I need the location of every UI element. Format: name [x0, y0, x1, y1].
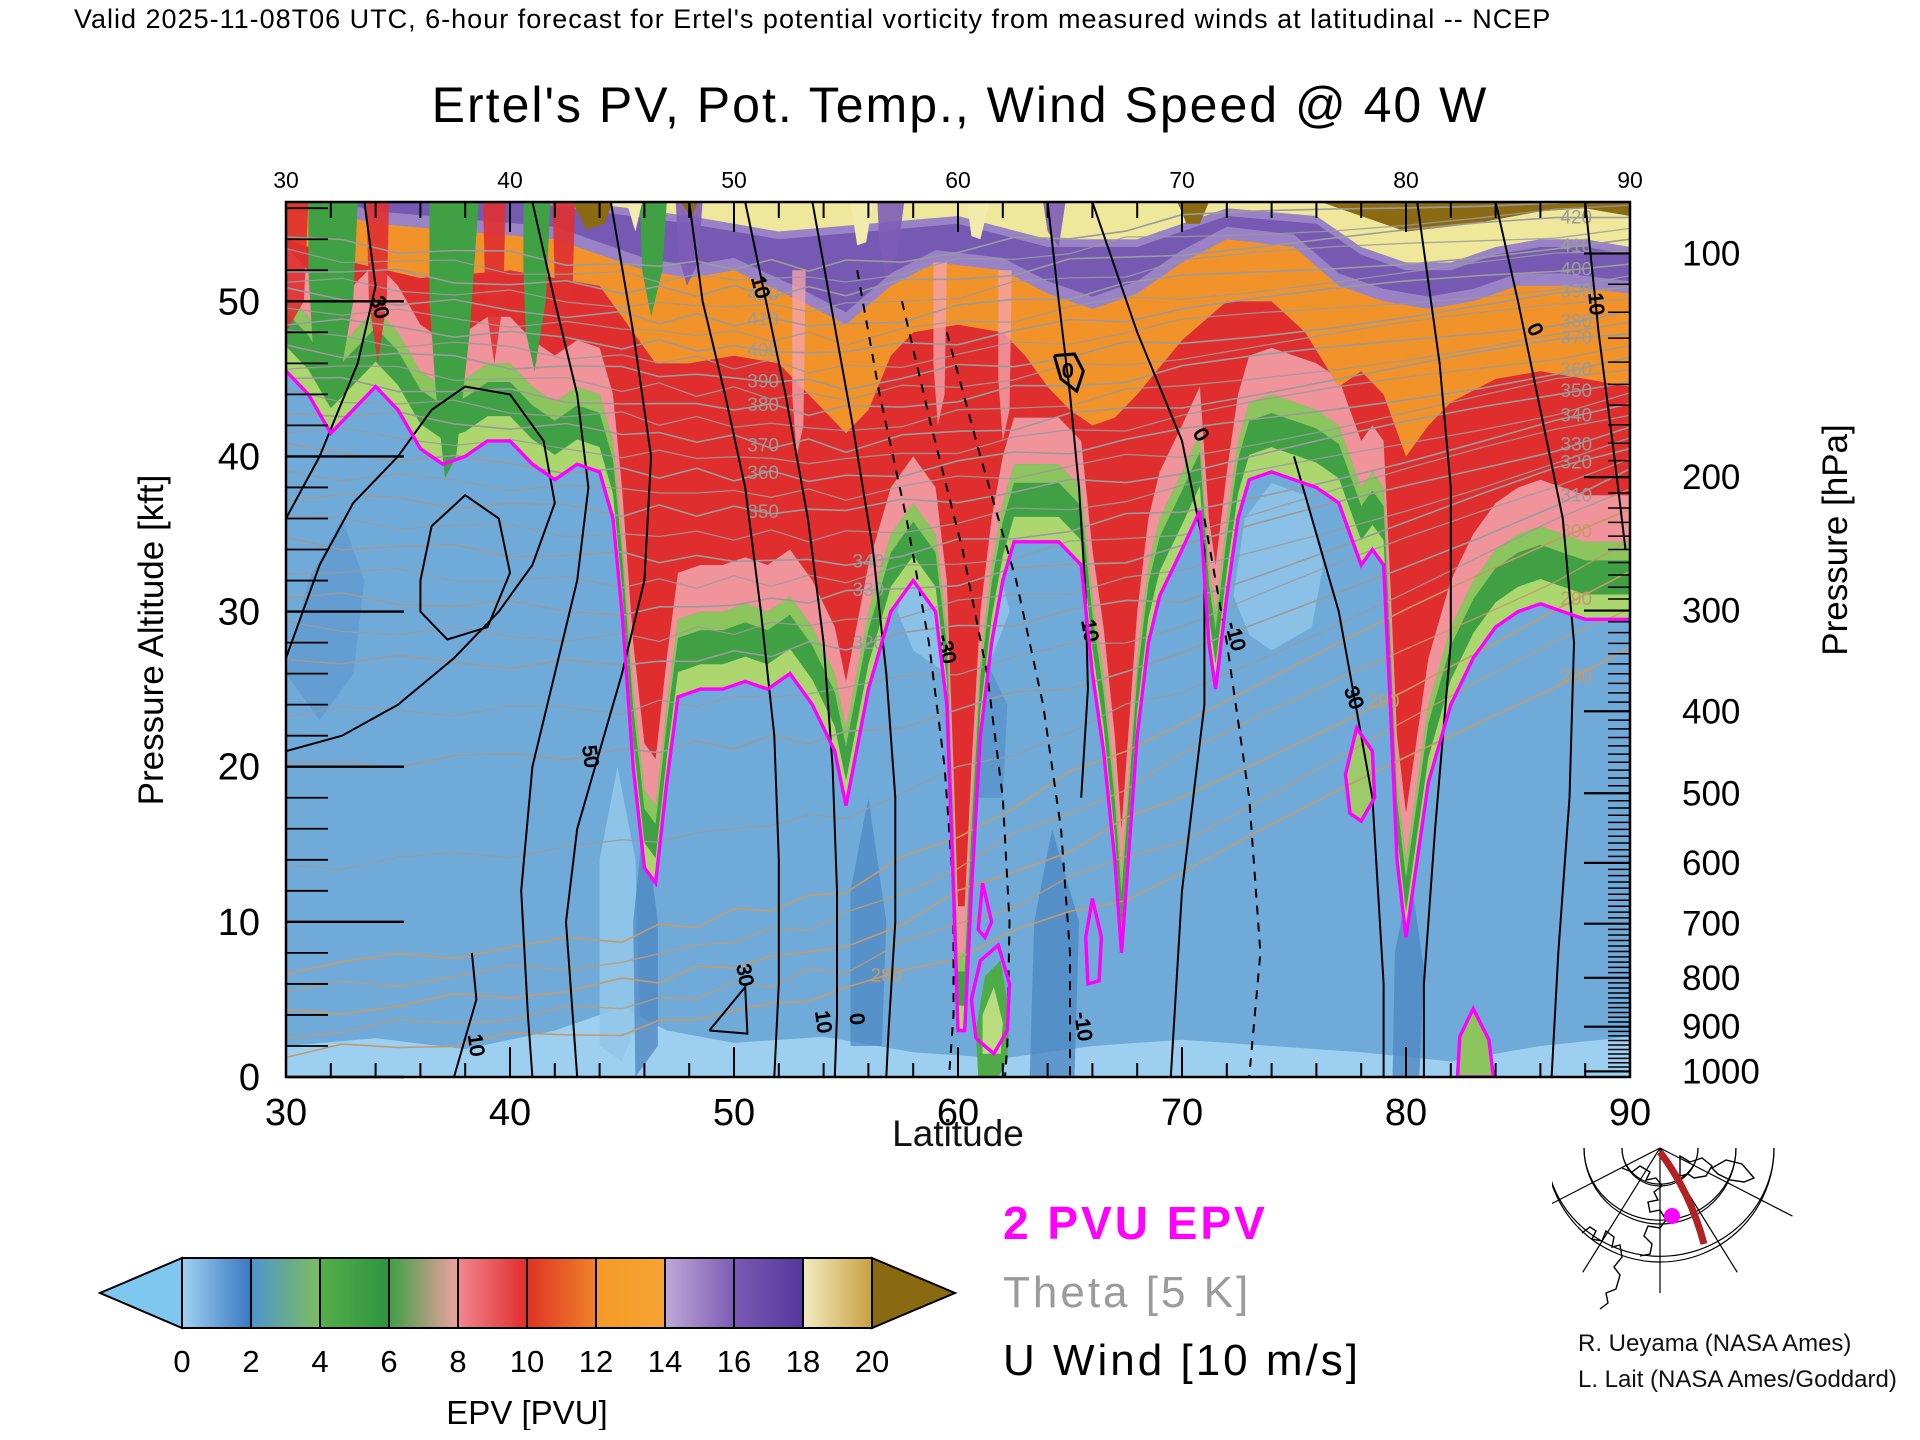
svg-text:20: 20	[218, 747, 260, 789]
svg-text:360: 360	[1560, 360, 1592, 381]
svg-text:30: 30	[732, 962, 758, 988]
svg-text:16: 16	[717, 1344, 751, 1379]
epv-colorbar: 0 2 4 6 8 10 12 14 16 18 20 EPV [PVU]	[97, 1256, 958, 1430]
svg-text:60: 60	[945, 167, 971, 193]
svg-text:350: 350	[747, 502, 779, 523]
svg-text:50: 50	[218, 281, 260, 323]
legend-item: U Wind [10 m/s]	[1003, 1336, 1361, 1385]
svg-text:1000: 1000	[1682, 1052, 1760, 1091]
svg-text:380: 380	[747, 395, 779, 416]
svg-text:EPV [PVU]: EPV [PVU]	[446, 1394, 607, 1430]
svg-text:800: 800	[1682, 959, 1740, 998]
svg-text:280: 280	[1560, 666, 1592, 687]
svg-text:20: 20	[855, 1344, 889, 1379]
svg-text:420: 420	[747, 285, 779, 306]
chart-title: Ertel's PV, Pot. Temp., Wind Speed @ 40 …	[431, 77, 1489, 133]
y-axis-left-title: Pressure Altitude [kft]	[132, 474, 171, 806]
svg-text:50: 50	[577, 744, 602, 769]
svg-text:320: 320	[853, 633, 885, 654]
svg-text:0: 0	[239, 1057, 260, 1099]
tropopause-2pvu-contour	[286, 369, 1630, 1077]
svg-text:30: 30	[218, 592, 260, 634]
svg-text:360: 360	[747, 463, 779, 484]
field-layers: 4204204104104004003903903803803703703603…	[286, 202, 1630, 1077]
theta-contours: 4204204104104004003903903803803703703603…	[286, 202, 1630, 1059]
svg-text:90: 90	[1609, 1092, 1651, 1134]
svg-text:330: 330	[853, 580, 885, 601]
svg-text:370: 370	[747, 435, 779, 456]
svg-text:400: 400	[1682, 692, 1740, 731]
svg-text:0: 0	[1062, 360, 1073, 382]
svg-text:10: 10	[810, 1009, 835, 1034]
svg-text:300: 300	[1560, 522, 1592, 543]
svg-text:600: 600	[1682, 844, 1740, 883]
svg-text:400: 400	[1560, 259, 1592, 280]
svg-text:40: 40	[489, 1092, 531, 1134]
svg-text:0: 0	[173, 1344, 190, 1379]
svg-text:350: 350	[1560, 381, 1592, 402]
svg-text:50: 50	[721, 167, 747, 193]
svg-text:40: 40	[218, 436, 260, 478]
svg-text:4: 4	[311, 1344, 328, 1379]
svg-text:280: 280	[870, 965, 902, 986]
svg-text:100: 100	[1682, 234, 1740, 273]
valid-time-header: Valid 2025-11-08T06 UTC, 6-hour forecast…	[74, 4, 1552, 34]
svg-text:10: 10	[510, 1344, 544, 1379]
svg-text:60: 60	[937, 1092, 979, 1134]
svg-text:400: 400	[747, 340, 779, 361]
y-axis-right-title: Pressure [hPa]	[1816, 424, 1855, 656]
legend-item: 2 PVU EPV	[1003, 1197, 1268, 1249]
svg-text:30: 30	[273, 167, 299, 193]
credits: R. Ueyama (NASA Ames) L. Lait (NASA Ames/…	[1578, 1326, 1897, 1398]
axes: 3030404050506060707080809090010203040501…	[218, 167, 1760, 1134]
svg-text:390: 390	[747, 371, 779, 392]
svg-text:320: 320	[1560, 452, 1592, 473]
overlay-legend: 2 PVU EPV Theta [5 K] U Wind [10 m/s]	[1003, 1196, 1361, 1404]
svg-text:80: 80	[1385, 1092, 1427, 1134]
svg-text:300: 300	[1682, 592, 1740, 631]
x-axis-title: Latitude	[892, 1113, 1024, 1154]
svg-text:330: 330	[1560, 435, 1592, 456]
svg-text:12: 12	[579, 1344, 613, 1379]
svg-text:900: 900	[1682, 1008, 1740, 1047]
svg-text:380: 380	[1560, 312, 1592, 333]
inset-map	[1552, 1147, 1793, 1310]
svg-text:290: 290	[1368, 691, 1400, 712]
svg-text:500: 500	[1682, 774, 1740, 813]
svg-text:200: 200	[1682, 458, 1740, 497]
svg-text:10: 10	[1584, 292, 1608, 316]
legend-item: Theta [5 K]	[1003, 1268, 1252, 1317]
svg-text:14: 14	[648, 1344, 682, 1379]
svg-text:70: 70	[1161, 1092, 1203, 1134]
svg-text:290: 290	[1560, 589, 1592, 610]
svg-text:0: 0	[845, 1013, 868, 1026]
svg-text:30: 30	[265, 1092, 307, 1134]
svg-text:-10: -10	[1070, 1011, 1096, 1043]
svg-text:90: 90	[1617, 167, 1643, 193]
svg-text:70: 70	[1169, 167, 1195, 193]
svg-text:700: 700	[1682, 905, 1740, 944]
svg-text:50: 50	[713, 1092, 755, 1134]
svg-text:2: 2	[242, 1344, 259, 1379]
svg-text:340: 340	[1560, 406, 1592, 427]
svg-text:340: 340	[853, 552, 885, 573]
svg-text:310: 310	[1560, 486, 1592, 507]
svg-text:390: 390	[1560, 281, 1592, 302]
svg-text:10: 10	[218, 902, 260, 944]
svg-text:6: 6	[380, 1344, 397, 1379]
svg-text:420: 420	[1560, 208, 1592, 229]
svg-text:8: 8	[449, 1344, 466, 1379]
svg-text:40: 40	[497, 167, 523, 193]
svg-text:18: 18	[786, 1344, 820, 1379]
svg-text:410: 410	[747, 310, 779, 331]
svg-text:80: 80	[1393, 167, 1419, 193]
credit-line: R. Ueyama (NASA Ames)	[1578, 1330, 1852, 1357]
credit-line: L. Lait (NASA Ames/Goddard)	[1578, 1366, 1897, 1393]
svg-text:410: 410	[1560, 236, 1592, 257]
svg-text:10: 10	[463, 1033, 488, 1058]
svg-text:370: 370	[1560, 328, 1592, 349]
